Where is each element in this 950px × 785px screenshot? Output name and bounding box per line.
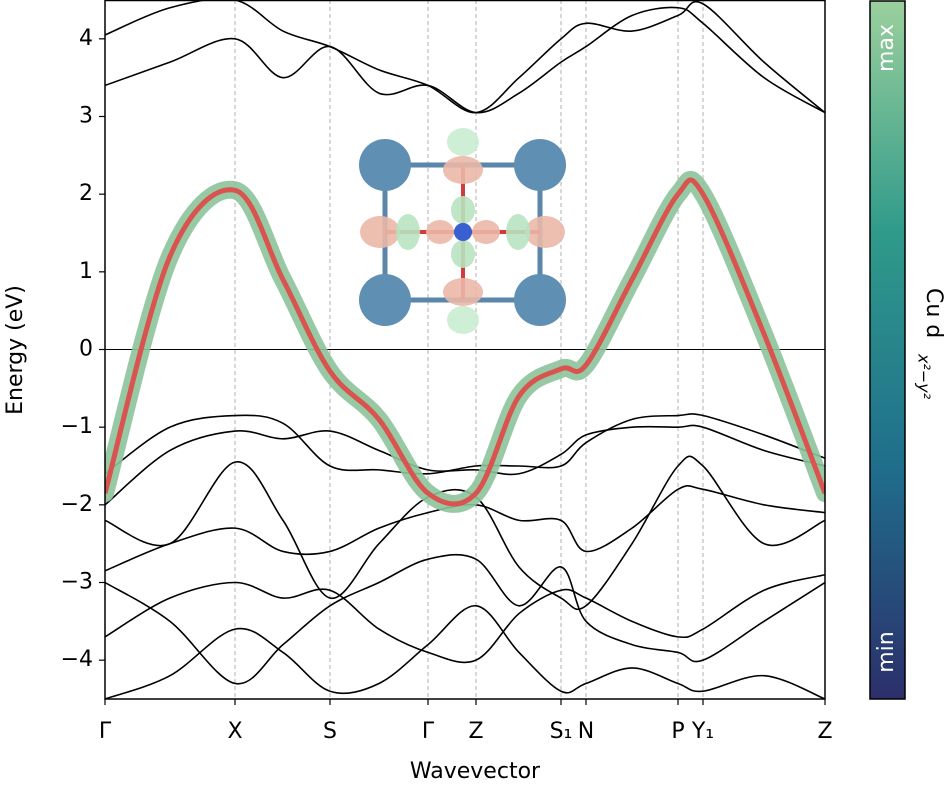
crystal-inset — [359, 128, 566, 334]
bands — [105, 0, 825, 699]
atom — [359, 139, 411, 191]
y-tick-label: 1 — [79, 259, 93, 284]
x-tick-label: S₁ — [550, 719, 573, 744]
y-tick-label: 2 — [79, 181, 93, 206]
x-tick-label: Γ — [99, 719, 112, 744]
atom — [359, 274, 411, 326]
y-tick-label: −1 — [61, 414, 93, 439]
orbital-lobe — [443, 156, 483, 184]
colorbar — [869, 0, 906, 700]
band — [105, 604, 825, 699]
y-tick-label: −2 — [61, 492, 93, 517]
orbital-lobe — [447, 306, 479, 334]
band — [105, 6, 825, 114]
orbital-lobe — [451, 240, 475, 268]
x-tick-label: Γ — [422, 719, 435, 744]
band — [105, 553, 825, 685]
y-tick-label: 0 — [79, 337, 93, 362]
colorbar-label-main: Cu d — [921, 288, 946, 338]
band — [105, 484, 825, 572]
x-tick-label: Z — [468, 719, 483, 744]
orbital-lobe — [525, 216, 565, 248]
x-tick-label: Z — [817, 719, 832, 744]
orbital-lobe — [426, 220, 454, 244]
y-tick-label: 3 — [79, 104, 93, 129]
x-tick-label: P — [671, 719, 684, 744]
grid — [104, 0, 826, 699]
band — [105, 455, 825, 611]
orbital-lobe — [451, 196, 475, 224]
y-tick-label: −3 — [61, 570, 93, 595]
orbital-lobe — [447, 128, 479, 156]
x-tick-label: Y₁ — [691, 719, 714, 744]
orbital-lobe — [506, 214, 530, 250]
band — [105, 0, 825, 114]
y-tick-label: −4 — [61, 647, 93, 672]
x-axis-label: Wavevector — [410, 759, 541, 784]
colorbar-min: min — [874, 631, 899, 673]
atom — [514, 139, 566, 191]
orbital-lobe — [360, 216, 400, 248]
axes: Γ X S Γ Z S₁ N P Y₁ Z −4 −3 −2 −1 0 1 2 3 4 — [61, 26, 833, 744]
colorbar-label-sub: x²−y² — [915, 353, 934, 400]
orbital-lobe — [396, 214, 420, 250]
atom — [454, 223, 472, 241]
x-tick-label: N — [578, 719, 594, 744]
x-tick-label: X — [227, 719, 242, 744]
orbital-lobe — [443, 278, 483, 306]
band — [105, 177, 825, 507]
band — [105, 413, 825, 475]
y-tick-label: 4 — [79, 26, 93, 51]
colorbar-max: max — [874, 24, 899, 72]
x-tick-label: S — [323, 719, 337, 744]
band — [105, 573, 825, 664]
y-axis-label: Energy (eV) — [3, 285, 28, 415]
orbital-lobe — [472, 220, 500, 244]
atom — [514, 274, 566, 326]
colorbar-label: Cu d x²−y² — [915, 288, 947, 400]
